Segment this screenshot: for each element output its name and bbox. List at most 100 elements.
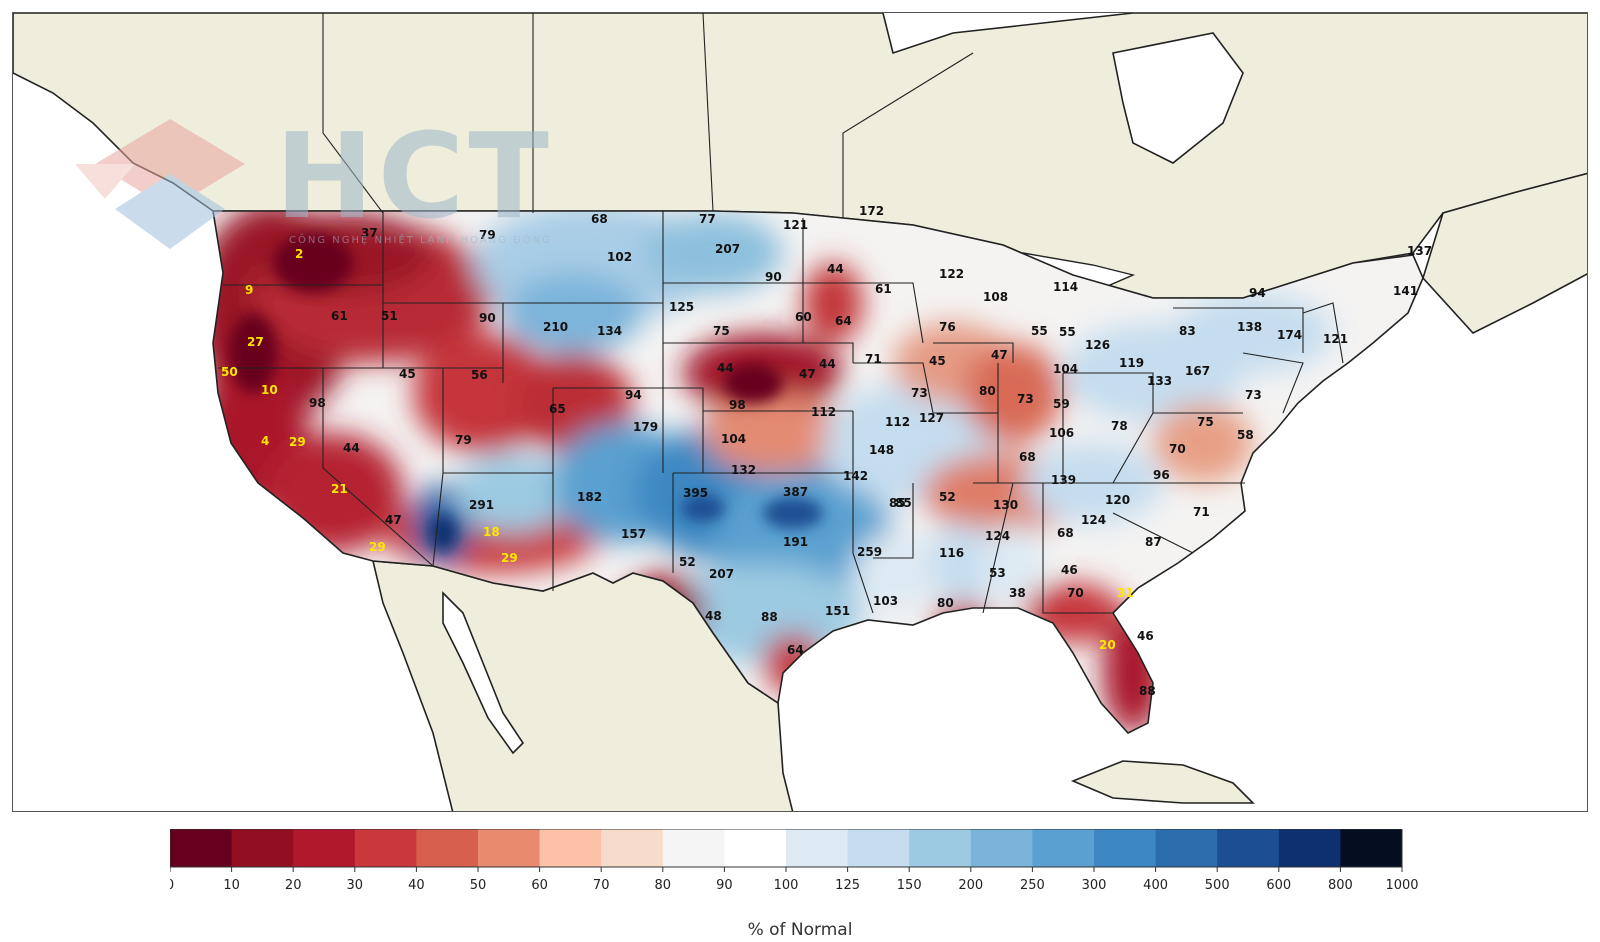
colorbar-tick-label: 300 (1082, 878, 1107, 893)
value-label: 387 (783, 485, 808, 499)
colorbar-tick-label: 150 (897, 878, 922, 893)
colorbar-swatch (170, 829, 233, 867)
value-label: 395 (683, 486, 708, 500)
colorbar-tick-label: 30 (347, 878, 364, 893)
value-label: 52 (939, 490, 956, 504)
value-label: 157 (621, 527, 646, 541)
value-label: 138 (1237, 320, 1262, 334)
value-label: 44 (819, 357, 836, 371)
value-label: 94 (625, 388, 642, 402)
watermark-brand: HCT (275, 107, 553, 245)
value-label: 78 (1111, 419, 1128, 433)
value-label: 44 (827, 262, 844, 276)
colorbar-swatch (970, 829, 1033, 867)
colorbar-swatch (1032, 829, 1095, 867)
value-label: 55 (1031, 324, 1048, 338)
value-label: 44 (717, 361, 734, 375)
value-label: 18 (483, 525, 500, 539)
value-label: 137 (1407, 244, 1432, 258)
colorbar-swatch (539, 829, 602, 867)
colorbar-title: % of Normal (747, 920, 853, 940)
value-label: 179 (633, 420, 658, 434)
value-label: 127 (919, 411, 944, 425)
colorbar-swatch (416, 829, 479, 867)
value-label: 70 (1169, 442, 1186, 456)
value-label: 51 (381, 309, 398, 323)
value-label: 29 (289, 435, 306, 449)
colorbar-swatch (786, 829, 849, 867)
colorbar-swatch (1217, 829, 1280, 867)
value-label: 121 (1323, 332, 1348, 346)
value-label: 68 (591, 212, 608, 226)
colorbar: 0 10 20 30 40 50 60 70 80 90 100 125 150 200 250 300 400… (170, 829, 1419, 893)
value-label: 27 (247, 335, 264, 349)
value-label: 55 (1059, 325, 1076, 339)
colorbar-tick-label: 80 (655, 878, 672, 893)
colorbar-tick-label: 250 (1020, 878, 1045, 893)
value-label: 65 (549, 402, 566, 416)
value-label: 87 (1145, 535, 1162, 549)
value-label: 83 (1179, 324, 1196, 338)
value-label: 47 (385, 513, 402, 527)
value-label: 73 (911, 386, 928, 400)
value-label: 122 (939, 267, 964, 281)
value-label: 96 (1153, 468, 1170, 482)
value-label: 120 (1105, 493, 1130, 507)
value-label: 61 (875, 282, 892, 296)
value-label: 104 (1053, 362, 1078, 376)
colorbar-tick-label: 500 (1205, 878, 1230, 893)
colorbar-swatch (1094, 829, 1157, 867)
value-label: 126 (1085, 338, 1110, 352)
value-label: 133 (1147, 374, 1172, 388)
value-label: 116 (939, 546, 964, 560)
value-label: 210 (543, 320, 568, 334)
value-label: 10 (261, 383, 278, 397)
value-label: 102 (607, 250, 632, 264)
value-label: 45 (929, 354, 946, 368)
value-label: 56 (471, 368, 488, 382)
value-label: 50 (221, 365, 238, 379)
value-label: 88 (761, 610, 778, 624)
watermark-logo: HCT CÔNG NGHỆ NHIỆT LẠNH HOÀNG ĐÔNG (75, 107, 555, 259)
colorbar-swatch (724, 829, 787, 867)
value-label: 31 (1117, 586, 1134, 600)
colorbar-tick-label: 20 (285, 878, 302, 893)
value-label: 60 (795, 310, 812, 324)
value-label: 130 (993, 498, 1018, 512)
value-label: 207 (715, 242, 740, 256)
value-label: 80 (979, 384, 996, 398)
value-label: 90 (765, 270, 782, 284)
value-label: 4 (261, 434, 269, 448)
value-label: 112 (811, 405, 836, 419)
colorbar-swatch (231, 829, 294, 867)
colorbar-tick-label: 50 (470, 878, 487, 893)
value-label: 125 (669, 300, 694, 314)
value-label: 124 (985, 529, 1010, 543)
value-label: 191 (783, 535, 808, 549)
colorbar-swatch (478, 829, 541, 867)
colorbar-tick-label: 40 (408, 878, 425, 893)
value-label: 141 (1393, 284, 1418, 298)
value-label: 124 (1081, 513, 1106, 527)
value-label: 291 (469, 498, 494, 512)
value-label: 37 (361, 226, 378, 240)
colorbar-swatch (1278, 829, 1341, 867)
value-label: 9 (245, 283, 253, 297)
value-label: 94 (1249, 286, 1266, 300)
colorbar-tick-label: 0 (170, 878, 174, 893)
value-label: 132 (731, 463, 756, 477)
value-label: 75 (713, 324, 730, 338)
value-label: 47 (799, 367, 816, 381)
colorbar-tick-label: 60 (531, 878, 548, 893)
value-label: 98 (729, 398, 746, 412)
value-label: 151 (825, 604, 850, 618)
value-label: 121 (783, 218, 808, 232)
value-label: 103 (873, 594, 898, 608)
value-label: 88 (1139, 684, 1156, 698)
value-label: 76 (939, 320, 956, 334)
value-label: 64 (787, 643, 804, 657)
colorbar-tick-label: 400 (1143, 878, 1168, 893)
value-label: 44 (343, 441, 360, 455)
colorbar-swatch (293, 829, 356, 867)
